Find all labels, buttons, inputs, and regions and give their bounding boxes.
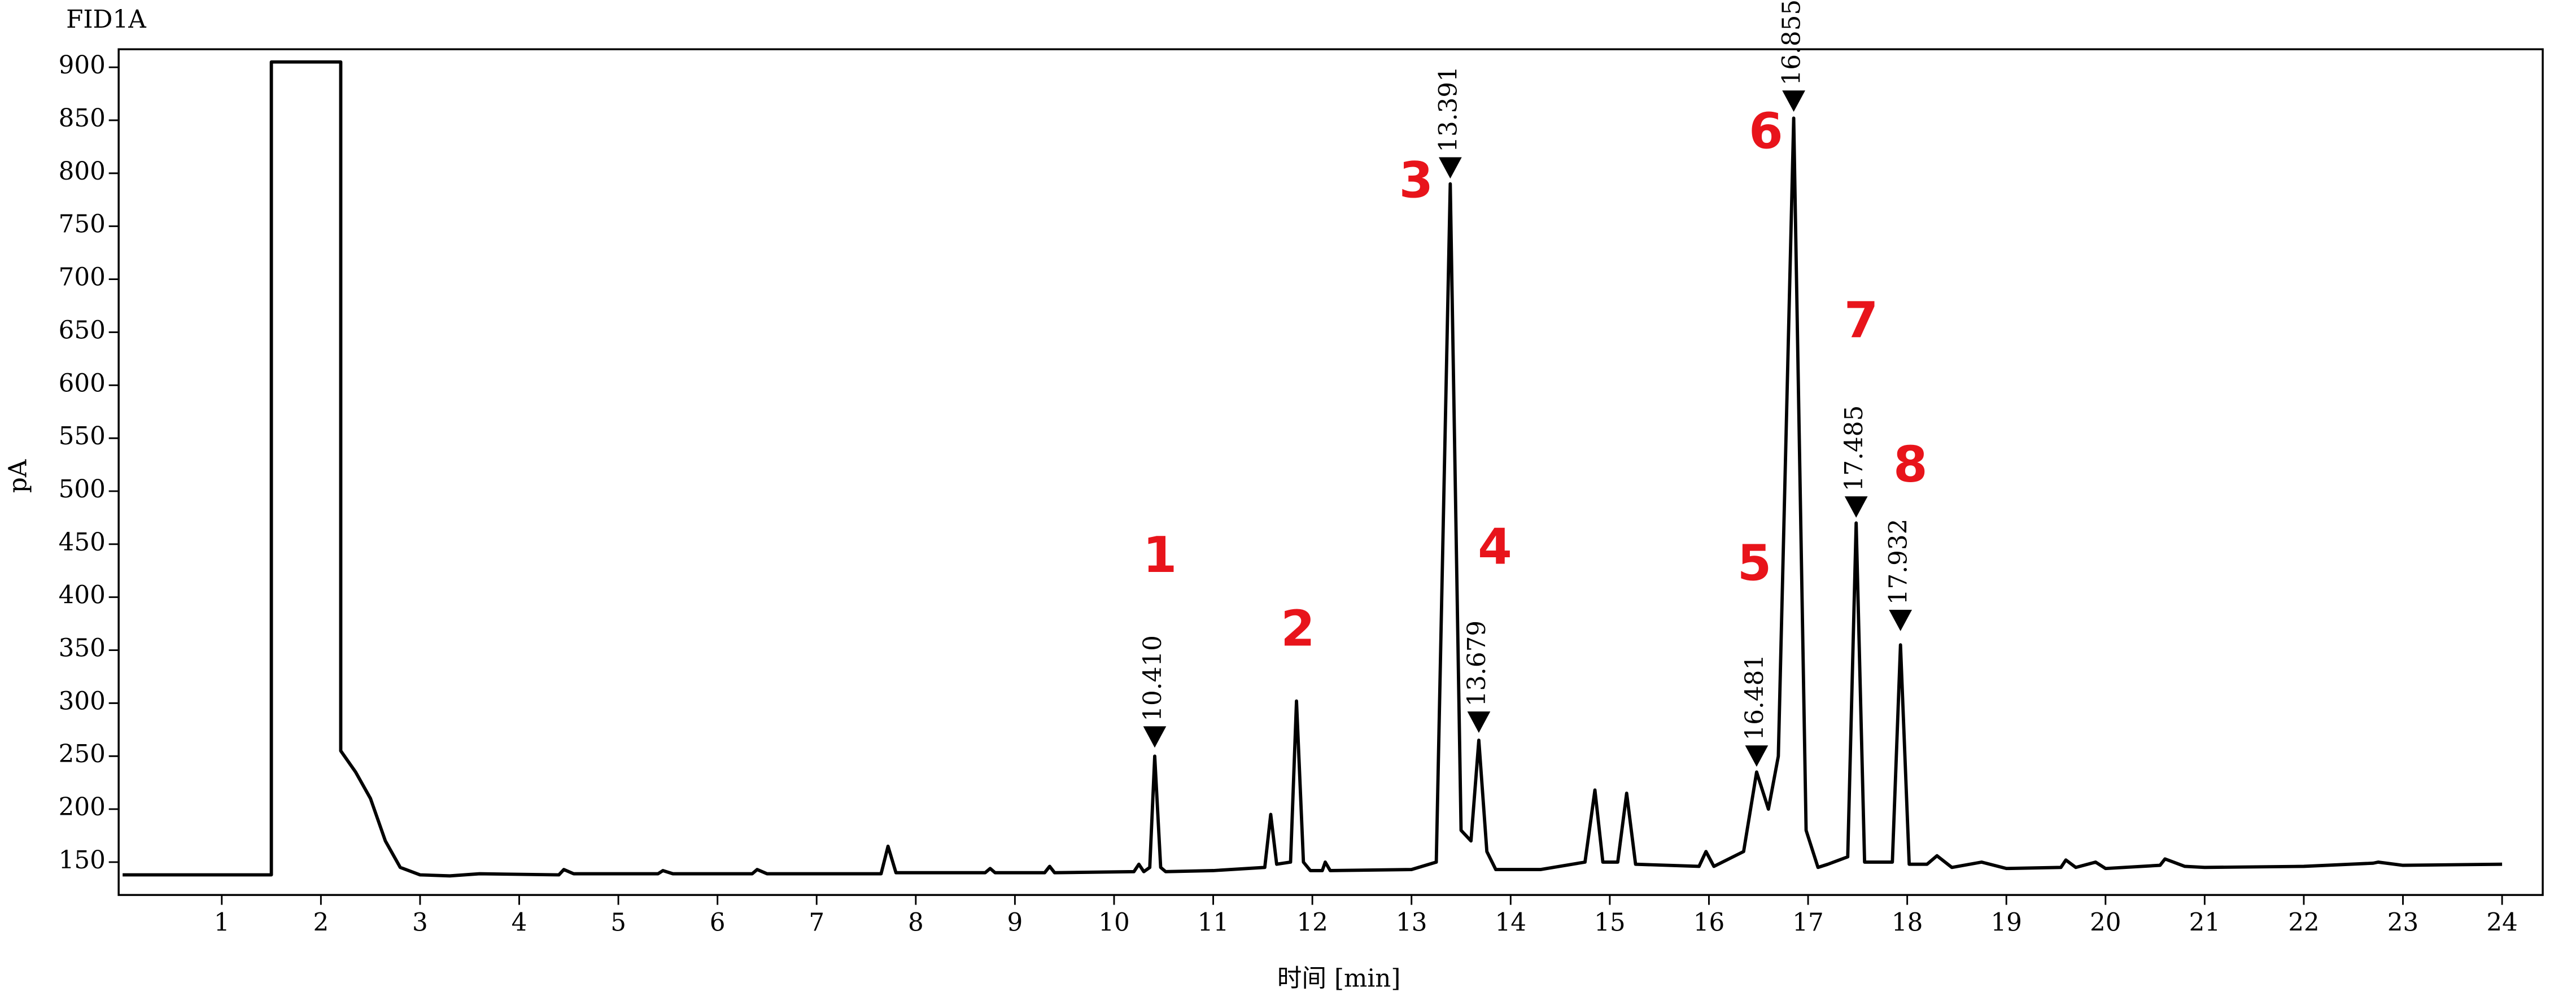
peak-marker <box>1844 496 1868 518</box>
peak-number: 4 <box>1478 518 1512 575</box>
retention-label: 13.391 <box>1434 66 1462 152</box>
y-tick-label: 650 <box>59 316 106 344</box>
x-tick-label: 9 <box>1007 908 1023 937</box>
chart-title: FID1A <box>66 6 146 34</box>
peak-marker <box>1439 157 1462 179</box>
y-tick-label: 350 <box>59 635 106 663</box>
peak-marker <box>1782 90 1805 112</box>
x-tick-label: 20 <box>2090 908 2121 937</box>
peak-number: 1 <box>1143 526 1177 584</box>
x-tick-label: 13 <box>1396 908 1427 937</box>
x-tick-label: 6 <box>710 908 726 937</box>
peak-marker <box>1745 745 1769 767</box>
x-tick-label: 14 <box>1495 908 1527 937</box>
x-tick-label: 23 <box>2387 908 2419 937</box>
x-tick-label: 4 <box>512 908 527 937</box>
y-tick-label: 600 <box>59 369 106 397</box>
y-tick-label: 500 <box>59 475 106 504</box>
x-tick-label: 15 <box>1594 908 1626 937</box>
y-tick-label: 300 <box>59 687 106 715</box>
peak-number: 7 <box>1844 291 1879 349</box>
retention-label: 13.679 <box>1463 621 1491 707</box>
y-tick-label: 450 <box>59 528 106 557</box>
peak-marker <box>1467 711 1491 733</box>
peak-number: 2 <box>1281 600 1315 658</box>
y-tick-label: 550 <box>59 422 106 451</box>
plot-frame <box>117 48 2544 896</box>
x-tick-label: 5 <box>610 908 626 937</box>
x-tick-label: 1 <box>214 908 230 937</box>
peak-marker <box>1143 726 1167 748</box>
y-tick-label: 800 <box>59 158 106 186</box>
y-axis-label: pA <box>5 459 33 493</box>
peak-number: 6 <box>1749 102 1783 160</box>
y-tick-label: 750 <box>59 211 106 239</box>
x-tick-label: 2 <box>313 908 329 937</box>
x-axis-label: 时间 [min] <box>1277 964 1401 993</box>
retention-label: 17.932 <box>1885 519 1913 605</box>
x-tick-label: 7 <box>809 908 824 937</box>
peak-number: 8 <box>1893 436 1928 493</box>
trace <box>123 60 2503 878</box>
y-tick-label: 200 <box>59 793 106 822</box>
x-tick-label: 10 <box>1098 908 1130 937</box>
retention-label: 10.410 <box>1139 635 1167 722</box>
retention-label: 16.855 <box>1778 0 1806 85</box>
x-tick-label: 16 <box>1693 908 1725 937</box>
x-tick-label: 12 <box>1296 908 1328 937</box>
x-tick-label: 3 <box>412 908 428 937</box>
peak-marker <box>1889 609 1913 631</box>
x-tick-label: 19 <box>1990 908 2022 937</box>
x-tick-label: 21 <box>2189 908 2221 937</box>
y-tick-label: 900 <box>59 51 106 80</box>
x-tick-label: 24 <box>2486 908 2518 937</box>
y-tick-label: 850 <box>59 104 106 133</box>
peak-number: 3 <box>1399 152 1434 209</box>
retention-label: 17.485 <box>1840 405 1868 492</box>
y-tick-label: 400 <box>59 582 106 610</box>
x-tick-label: 11 <box>1198 908 1229 937</box>
peak-number: 5 <box>1737 534 1772 592</box>
y-tick-label: 150 <box>59 846 106 875</box>
x-tick-label: 8 <box>908 908 924 937</box>
x-tick-label: 22 <box>2288 908 2320 937</box>
retention-label: 16.481 <box>1741 654 1769 741</box>
y-tick-label: 250 <box>59 740 106 768</box>
x-tick-label: 17 <box>1792 908 1824 937</box>
x-tick-label: 18 <box>1892 908 1923 937</box>
y-tick-label: 700 <box>59 264 106 292</box>
